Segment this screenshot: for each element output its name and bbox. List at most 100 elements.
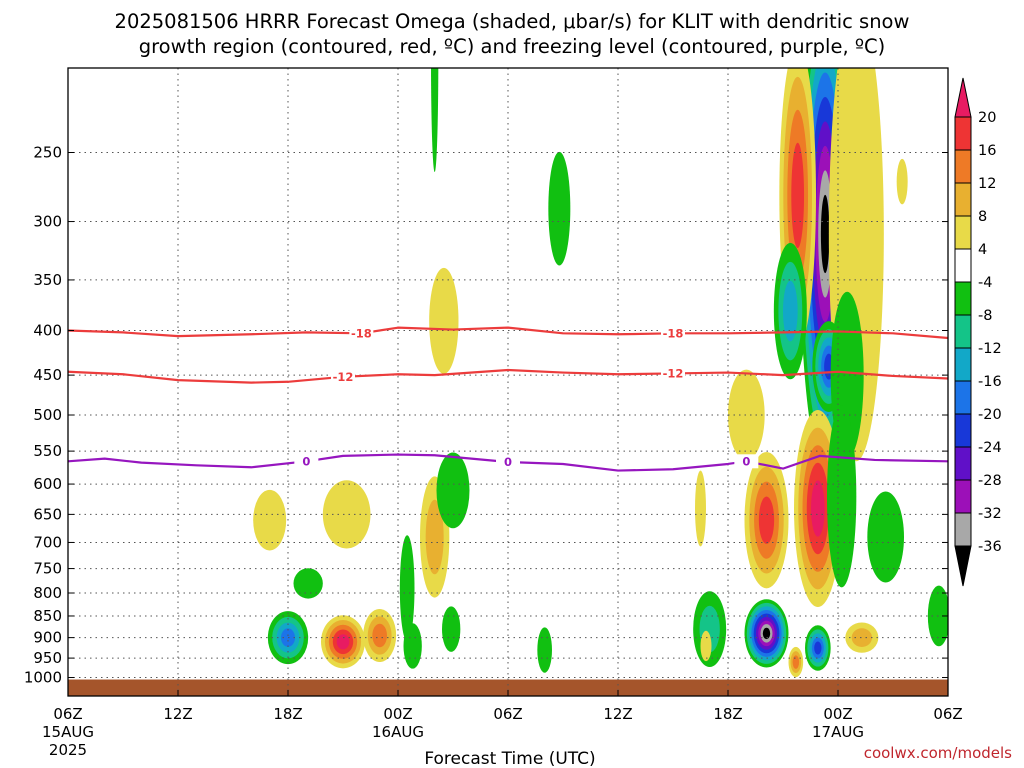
omega-level--4 — [827, 405, 857, 588]
omega-level--36 — [820, 194, 830, 274]
omega-cell — [845, 622, 879, 653]
colorbar-label: 12 — [978, 176, 996, 192]
omega-cell — [827, 405, 857, 588]
contour-label-bg — [734, 454, 759, 469]
omega-level--4 — [537, 627, 553, 673]
colorbar-label: -20 — [978, 407, 1002, 423]
omega-cell — [773, 242, 807, 380]
contour-label-bg — [496, 454, 520, 469]
y-tick-label: 650 — [33, 505, 62, 523]
omega-level-4 — [700, 630, 712, 662]
source-credit: coolwx.com/models — [864, 744, 1012, 762]
colorbar-segment — [954, 446, 972, 481]
y-tick-label: 350 — [33, 271, 62, 289]
omega-level--20 — [814, 641, 822, 655]
omega-cell — [399, 535, 415, 642]
x-year-label: 2025 — [49, 741, 87, 759]
omega-cell — [728, 369, 765, 461]
colorbar: 20 16 12 8 4 -4 -8 -12 -16 -20 -24 -28 -32 -36 — [954, 77, 1002, 587]
colorbar-label: 20 — [978, 110, 996, 126]
colorbar-label: -32 — [978, 506, 1002, 522]
omega-cell — [700, 630, 712, 662]
omega-level-4 — [728, 369, 765, 461]
omega-cell — [420, 476, 450, 598]
colorbar-segment — [954, 149, 972, 184]
y-tick-label: 1000 — [24, 669, 62, 687]
colorbar-label: -12 — [978, 341, 1002, 357]
contour-label: -12 — [663, 366, 684, 380]
colorbar-segment — [954, 479, 972, 514]
x-tick-label: 00Z — [823, 705, 852, 723]
contour-label: -18 — [351, 326, 372, 340]
x-tick-label: 12Z — [163, 705, 192, 723]
omega-level--4 — [293, 568, 323, 599]
omega-level-4 — [322, 480, 371, 549]
colorbar-segment — [954, 215, 972, 250]
y-tick-label: 450 — [33, 366, 62, 384]
x-date-label: 16AUG — [372, 723, 424, 741]
colorbar-label: 8 — [978, 209, 987, 225]
y-tick-label: 900 — [33, 629, 62, 647]
colorbar-segment — [954, 413, 972, 448]
colorbar-bottom-arrow — [954, 545, 972, 587]
omega-level-4 — [253, 489, 287, 551]
y-tick-label: 800 — [33, 584, 62, 602]
omega-cell — [548, 151, 571, 266]
omega-cell — [436, 452, 470, 529]
omega-level-12 — [372, 623, 387, 648]
y-tick-label: 300 — [33, 213, 62, 231]
x-tick-label: 06Z — [53, 705, 82, 723]
colorbar-segment — [954, 314, 972, 349]
contour-line — [68, 368, 948, 384]
x-tick-label: 06Z — [933, 705, 962, 723]
omega-cell — [403, 623, 422, 669]
chart-title-line2: growth region (contoured, red, ºC) and f… — [139, 35, 886, 58]
colorbar-label: -28 — [978, 473, 1002, 489]
omega-cell — [744, 599, 789, 668]
x-tick-label: 18Z — [273, 705, 302, 723]
y-tick-label: 400 — [33, 322, 62, 340]
omega-level--12 — [783, 280, 798, 342]
colorbar-label: 16 — [978, 143, 996, 159]
colorbar-label: -24 — [978, 440, 1002, 456]
y-tick-label: 500 — [33, 406, 62, 424]
omega-cell — [322, 480, 371, 549]
omega-shading — [253, 68, 948, 678]
contour-label-bg — [661, 326, 685, 341]
colorbar-label: -8 — [978, 308, 992, 324]
omega-cell — [442, 606, 461, 652]
contour-label: 0 — [302, 454, 310, 468]
x-axis-label: Forecast Time (UTC) — [424, 749, 595, 768]
omega-level--4 — [442, 606, 461, 652]
x-date-label: 15AUG — [42, 723, 94, 741]
contour-line — [68, 326, 948, 340]
omega-cell — [321, 615, 365, 669]
omega-cell — [363, 609, 397, 663]
chart-title-line1: 2025081506 HRRR Forecast Omega (shaded, … — [115, 10, 910, 33]
contour-label: -12 — [333, 370, 354, 384]
omega-cell — [744, 451, 789, 589]
omega-level--4 — [436, 452, 470, 529]
x-date-label: 17AUG — [812, 723, 864, 741]
y-tick-label: 750 — [33, 560, 62, 578]
x-tick-label: 12Z — [603, 705, 632, 723]
omega-level--4 — [548, 151, 571, 266]
colorbar-segment — [954, 380, 972, 415]
omega-level-16 — [791, 142, 805, 249]
contour-label-bg — [331, 369, 355, 384]
contour-lines: -18 -18 -12 -12 0 0 0 — [68, 326, 948, 472]
omega-level-8 — [425, 499, 444, 575]
y-axis: 250 300 350 400 450 500 550 600 650 700 750 800 850 9… — [24, 144, 948, 687]
colorbar-label: 4 — [978, 242, 987, 258]
omega-level-12 — [792, 655, 800, 669]
omega-cell — [429, 267, 459, 374]
y-tick-label: 600 — [33, 475, 62, 493]
colorbar-segment — [954, 248, 972, 283]
omega-cell — [805, 625, 831, 671]
colorbar-label: -4 — [978, 275, 992, 291]
contour-label-bg — [661, 366, 685, 381]
contour-label: 0 — [742, 454, 750, 468]
omega-cell — [896, 158, 908, 205]
omega-cell — [537, 627, 553, 673]
